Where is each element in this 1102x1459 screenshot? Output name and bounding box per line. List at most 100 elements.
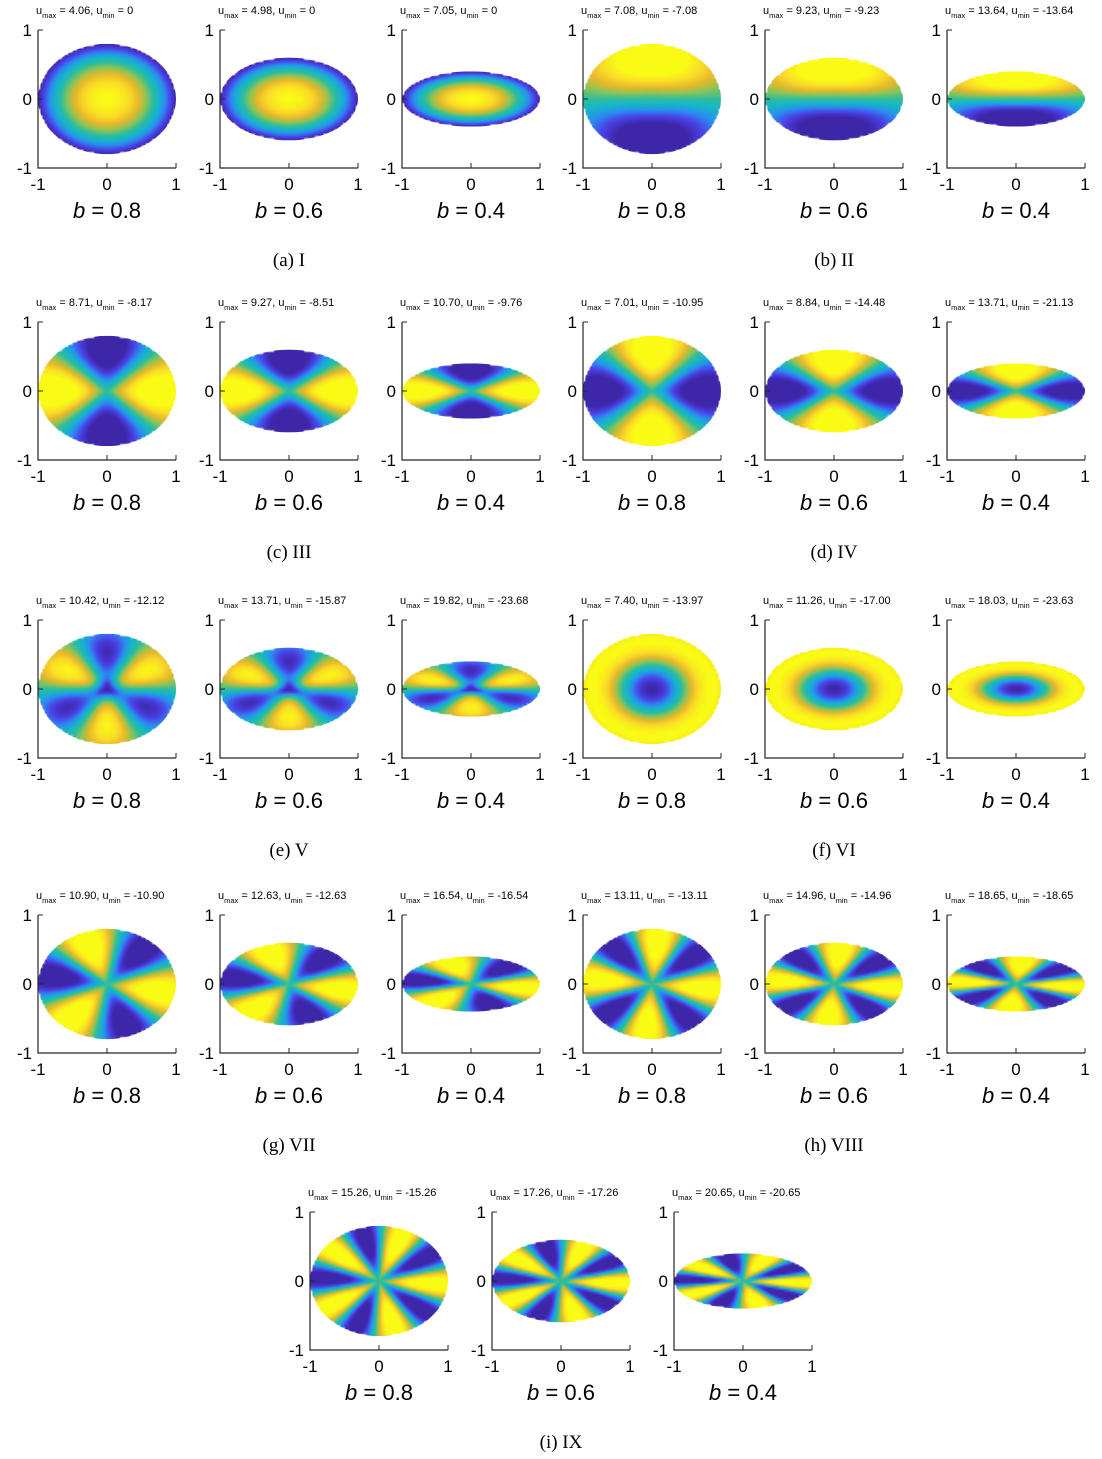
mode-field-heatmap bbox=[947, 71, 1085, 127]
u-range-label: umax = 7.08, umin = -7.08 bbox=[581, 5, 697, 20]
b-parameter-label: b = 0.6 bbox=[800, 1083, 868, 1108]
y-tick-label: -1 bbox=[381, 1044, 396, 1063]
b-parameter-label: b = 0.4 bbox=[437, 788, 505, 813]
y-tick-label: -1 bbox=[471, 1341, 486, 1360]
y-tick-label: 1 bbox=[932, 313, 941, 332]
x-tick-label: 1 bbox=[716, 467, 725, 486]
y-tick-label: -1 bbox=[744, 451, 759, 470]
u-range-label: umax = 10.70, umin = -9.76 bbox=[400, 297, 522, 312]
x-tick-label: -1 bbox=[212, 1060, 227, 1079]
x-tick-label: 0 bbox=[102, 765, 111, 784]
x-tick-label: 1 bbox=[625, 1357, 634, 1376]
x-tick-label: 1 bbox=[898, 467, 907, 486]
x-tick-label: 1 bbox=[716, 1060, 725, 1079]
y-tick-label: -1 bbox=[17, 749, 32, 768]
b-parameter-label: b = 0.6 bbox=[255, 788, 323, 813]
y-tick-label: 1 bbox=[295, 1203, 304, 1222]
x-tick-label: 1 bbox=[171, 467, 180, 486]
b-parameter-label: b = 0.8 bbox=[618, 490, 686, 515]
mode-field-heatmap bbox=[220, 57, 358, 141]
b-parameter-label: b = 0.8 bbox=[345, 1380, 413, 1405]
x-tick-label: -1 bbox=[302, 1357, 317, 1376]
u-range-label: umax = 17.26, umin = -17.26 bbox=[490, 1187, 618, 1202]
x-tick-label: -1 bbox=[575, 175, 590, 194]
x-tick-label: -1 bbox=[394, 467, 409, 486]
b-parameter-label: b = 0.8 bbox=[73, 490, 141, 515]
b-parameter-label: b = 0.6 bbox=[800, 788, 868, 813]
mode-field-heatmap bbox=[38, 335, 176, 447]
b-parameter-label: b = 0.4 bbox=[982, 198, 1050, 223]
b-parameter-label: b = 0.4 bbox=[982, 788, 1050, 813]
y-tick-label: 0 bbox=[205, 382, 214, 401]
y-tick-label: 0 bbox=[23, 680, 32, 699]
y-tick-label: -1 bbox=[744, 749, 759, 768]
y-tick-label: 1 bbox=[387, 21, 396, 40]
x-tick-label: 0 bbox=[556, 1357, 565, 1376]
subfigure-caption: (i) IX bbox=[540, 1432, 583, 1453]
y-tick-label: 1 bbox=[387, 611, 396, 630]
x-tick-label: 0 bbox=[829, 765, 838, 784]
x-tick-label: -1 bbox=[757, 175, 772, 194]
x-tick-label: -1 bbox=[575, 765, 590, 784]
panel: umax = 14.96, umin = -14.96 1 0 -1-1 0 1 b = 0… bbox=[744, 890, 908, 1108]
y-tick-label: 0 bbox=[387, 680, 396, 699]
mode-field-heatmap bbox=[220, 647, 358, 731]
y-tick-label: -1 bbox=[926, 451, 941, 470]
b-parameter-label: b = 0.8 bbox=[73, 1083, 141, 1108]
x-tick-label: 1 bbox=[171, 765, 180, 784]
x-tick-label: -1 bbox=[484, 1357, 499, 1376]
x-tick-label: 1 bbox=[1080, 467, 1089, 486]
x-tick-label: 0 bbox=[829, 1060, 838, 1079]
mode-field-heatmap bbox=[402, 661, 540, 717]
b-parameter-label: b = 0.8 bbox=[618, 198, 686, 223]
panel: umax = 19.82, umin = -23.68 1 0 -1-1 0 1 b = 0… bbox=[381, 595, 545, 813]
b-parameter-label: b = 0.6 bbox=[800, 198, 868, 223]
y-tick-label: 0 bbox=[23, 90, 32, 109]
y-tick-label: 0 bbox=[568, 680, 577, 699]
y-tick-label: -1 bbox=[381, 451, 396, 470]
mode-field-heatmap bbox=[38, 928, 176, 1040]
u-range-label: umax = 9.23, umin = -9.23 bbox=[763, 5, 879, 20]
panel: umax = 9.27, umin = -8.51 1 0 -1-1 0 1 b = 0.6 bbox=[199, 297, 363, 515]
x-tick-label: 1 bbox=[898, 175, 907, 194]
panel: umax = 8.84, umin = -14.48 1 0 -1-1 0 1 b = 0.… bbox=[744, 297, 908, 515]
y-tick-label: 1 bbox=[205, 313, 214, 332]
y-tick-label: 0 bbox=[568, 975, 577, 994]
x-tick-label: 1 bbox=[807, 1357, 816, 1376]
u-range-label: umax = 20.65, umin = -20.65 bbox=[672, 1187, 800, 1202]
x-tick-label: -1 bbox=[30, 175, 45, 194]
y-tick-label: 0 bbox=[205, 680, 214, 699]
b-parameter-label: b = 0.4 bbox=[437, 1083, 505, 1108]
y-tick-label: 0 bbox=[659, 1272, 668, 1291]
x-tick-label: 1 bbox=[353, 175, 362, 194]
panel: umax = 9.23, umin = -9.23 1 0 -1-1 0 1 b = 0.6 bbox=[744, 5, 908, 223]
x-tick-label: 0 bbox=[466, 175, 475, 194]
u-range-label: umax = 4.06, umin = 0 bbox=[36, 5, 133, 20]
mode-field-heatmap bbox=[492, 1239, 630, 1323]
x-tick-label: 0 bbox=[284, 467, 293, 486]
u-range-label: umax = 10.90, umin = -10.90 bbox=[36, 890, 164, 905]
x-tick-label: 1 bbox=[535, 765, 544, 784]
subfigure-caption: (f) VI bbox=[812, 840, 855, 861]
y-tick-label: 1 bbox=[23, 611, 32, 630]
mode-field-heatmap bbox=[583, 335, 721, 447]
x-tick-label: 1 bbox=[1080, 1060, 1089, 1079]
x-tick-label: -1 bbox=[939, 1060, 954, 1079]
b-parameter-label: b = 0.4 bbox=[437, 198, 505, 223]
u-range-label: umax = 7.05, umin = 0 bbox=[400, 5, 497, 20]
x-tick-label: 1 bbox=[535, 1060, 544, 1079]
panel: umax = 11.26, umin = -17.00 1 0 -1-1 0 1 b = 0… bbox=[744, 595, 908, 813]
x-tick-label: -1 bbox=[757, 1060, 772, 1079]
y-tick-label: 0 bbox=[387, 90, 396, 109]
x-tick-label: 1 bbox=[1080, 175, 1089, 194]
y-tick-label: 1 bbox=[750, 906, 759, 925]
y-tick-label: -1 bbox=[17, 159, 32, 178]
mode-field-heatmap bbox=[674, 1253, 812, 1309]
panel: umax = 7.01, umin = -10.95 1 0 -1-1 0 1 b = 0.… bbox=[562, 297, 726, 515]
y-tick-label: -1 bbox=[653, 1341, 668, 1360]
panel: umax = 7.08, umin = -7.08 1 0 -1-1 0 1 b = 0.8 bbox=[562, 5, 726, 223]
y-tick-label: 1 bbox=[932, 611, 941, 630]
